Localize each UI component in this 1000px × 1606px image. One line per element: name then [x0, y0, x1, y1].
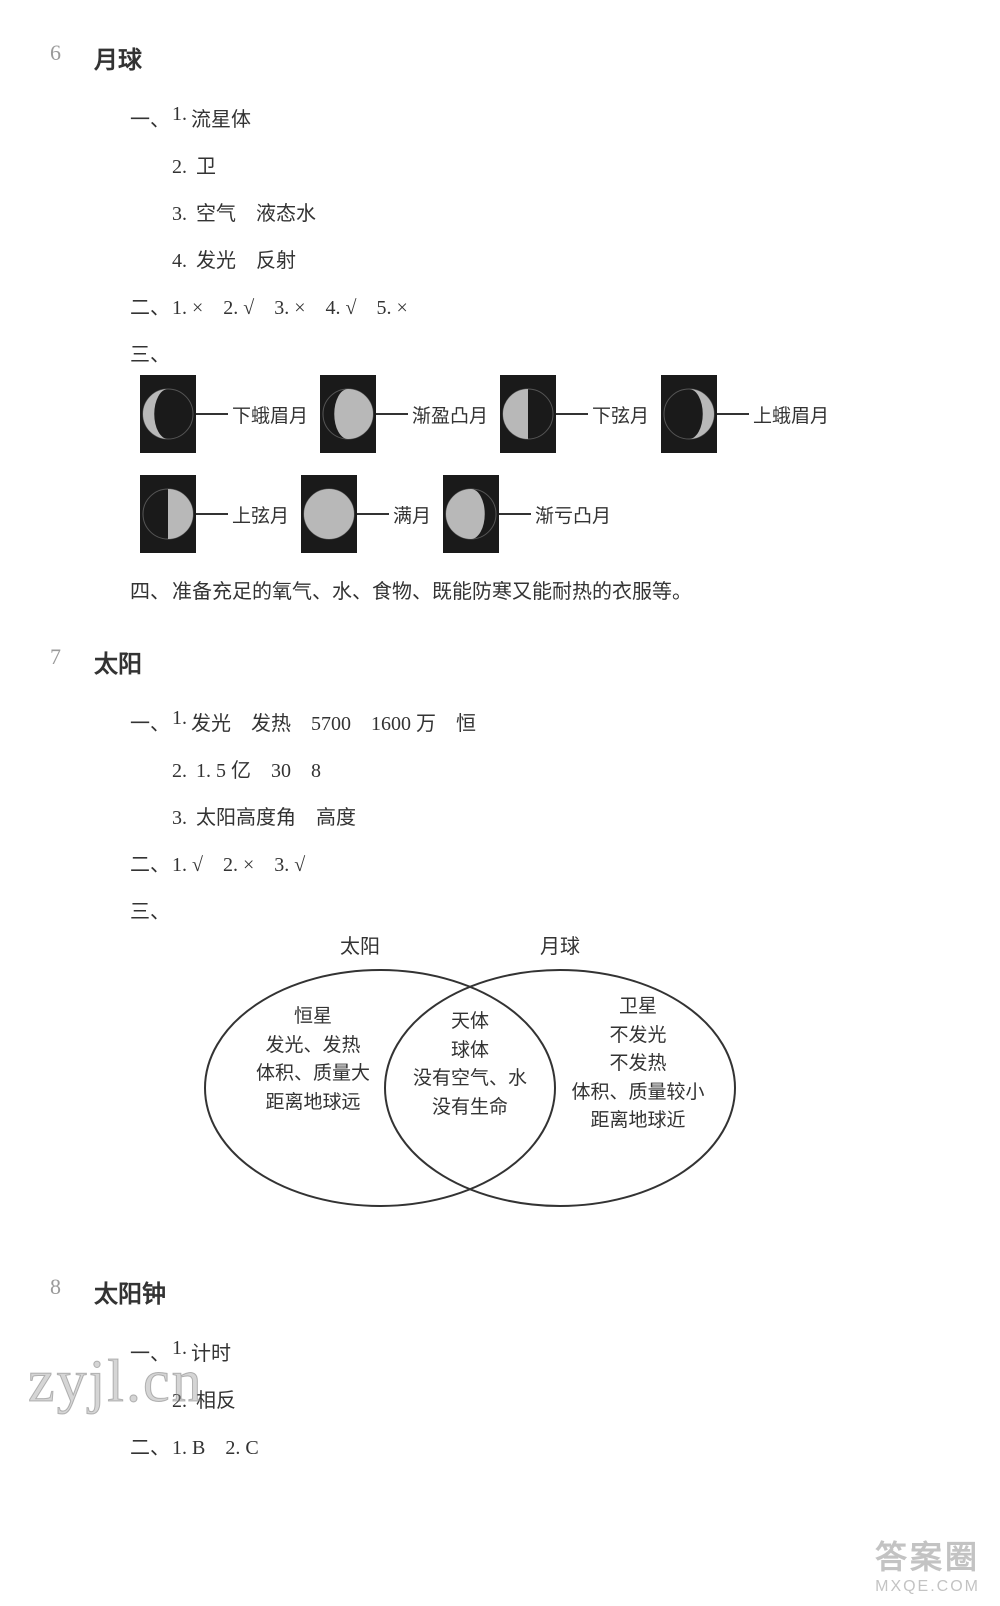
moon-label: 上蛾眉月: [753, 401, 829, 428]
section-title: 太阳钟: [94, 1274, 166, 1309]
moon-phase-icon: [320, 375, 376, 453]
connector-line: [196, 513, 228, 515]
q3-label: 三、: [130, 895, 950, 924]
sub-num: 3.: [172, 807, 187, 829]
moon-label: 渐亏凸月: [535, 501, 611, 528]
venn-right-title: 月球: [540, 930, 580, 959]
venn-diagram: 太阳 月球 恒星发光、发热体积、质量大距离地球远 天体球体没有空气、水没有生命 …: [190, 958, 750, 1238]
watermark-line2: MXQE.COM: [875, 1578, 980, 1596]
moon-phase-icon: [500, 375, 556, 453]
q1-line4: 4. 发光 反射: [172, 244, 950, 273]
answer-text: 1. B 2. C: [172, 1431, 259, 1460]
sub-num: 3.: [172, 203, 187, 225]
section-title: 月球: [94, 40, 142, 75]
answer-text: 1. √ 2. × 3. √: [172, 848, 305, 877]
answer-text: 发光 发热 5700 1600 万 恒: [191, 707, 476, 736]
watermark-bottom-right: 答案圈 MXQE.COM: [875, 1532, 980, 1596]
moon-label: 上弦月: [232, 501, 289, 528]
q4-line: 四、 准备充足的氧气、水、食物、既能防寒又能耐热的衣服等。: [130, 575, 950, 604]
venn-left-text: 恒星发光、发热体积、质量大距离地球远: [238, 1003, 388, 1117]
venn-left-title: 太阳: [340, 930, 380, 959]
moon-label: 渐盈凸月: [412, 401, 488, 428]
connector-line: [357, 513, 389, 515]
section-number: 6: [50, 40, 80, 66]
connector-line: [556, 413, 588, 415]
section-number: 7: [50, 644, 80, 670]
q1-line2: 2. 1. 5 亿 30 8: [172, 754, 950, 783]
q1-line3: 3. 太阳高度角 高度: [172, 801, 950, 830]
venn-center-text: 天体球体没有空气、水没有生命: [405, 1008, 535, 1122]
section-header: 6 月球: [50, 40, 950, 75]
q-label: 二、: [130, 848, 172, 877]
moon-item: 上弦月: [140, 475, 289, 553]
answer-text: 准备充足的氧气、水、食物、既能防寒又能耐热的衣服等。: [172, 575, 692, 604]
q1-line1: 一、 1. 流星体: [130, 103, 950, 132]
moon-row-2: 上弦月 满月 渐亏凸月: [140, 475, 950, 553]
answer-text: 空气 液态水: [196, 203, 316, 225]
moon-phase-icon: [140, 375, 196, 453]
q1-line1: 一、 1. 计时: [130, 1337, 950, 1366]
connector-line: [196, 413, 228, 415]
q-label: 四、: [130, 575, 172, 604]
q2-line: 二、 1. B 2. C: [130, 1431, 950, 1460]
moon-item: 上蛾眉月: [661, 375, 829, 453]
answer-text: 发光 反射: [196, 250, 296, 272]
q1-line2: 2. 卫: [172, 150, 950, 179]
q3-line: 三、: [130, 338, 950, 367]
section-header: 7 太阳: [50, 644, 950, 679]
watermark-line1: 答案圈: [875, 1532, 980, 1578]
connector-line: [717, 413, 749, 415]
q-label: 二、: [130, 1431, 172, 1460]
q2-line: 二、 1. √ 2. × 3. √: [130, 848, 950, 877]
connector-line: [499, 513, 531, 515]
section-7: 7 太阳 一、 1. 发光 发热 5700 1600 万 恒 2. 1. 5 亿…: [50, 644, 950, 1238]
sub-num: 1.: [172, 707, 187, 730]
answer-text: 流星体: [191, 103, 251, 132]
moon-label: 满月: [393, 501, 431, 528]
watermark-zyj: zyjl.cn: [28, 1347, 204, 1416]
answer-text: 1. × 2. √ 3. × 4. √ 5. ×: [172, 291, 408, 320]
sub-num: 2.: [172, 156, 187, 178]
moon-row-1: 下蛾眉月 渐盈凸月 下弦月 上蛾眉月: [140, 375, 950, 453]
q1-line2: 2. 相反: [172, 1384, 950, 1413]
answer-text: 卫: [196, 156, 216, 178]
moon-item: 渐盈凸月: [320, 375, 488, 453]
moon-phase-icon: [301, 475, 357, 553]
sub-num: 4.: [172, 250, 187, 272]
answer-text: 1. 5 亿 30 8: [196, 760, 321, 782]
sub-num: 2.: [172, 760, 187, 782]
section-6: 6 月球 一、 1. 流星体 2. 卫 3. 空气 液态水 4. 发光 反射 二…: [50, 40, 950, 604]
moon-item: 下弦月: [500, 375, 649, 453]
moon-label: 下弦月: [592, 401, 649, 428]
moon-item: 满月: [301, 475, 431, 553]
sub-num: 1.: [172, 103, 187, 126]
q-label: 二、: [130, 291, 172, 320]
moon-item: 渐亏凸月: [443, 475, 611, 553]
moon-item: 下蛾眉月: [140, 375, 308, 453]
q-label: 一、: [130, 707, 172, 736]
section-number: 8: [50, 1274, 80, 1300]
section-title: 太阳: [94, 644, 142, 679]
moon-phase-icon: [661, 375, 717, 453]
q-label: 一、: [130, 103, 172, 132]
q1-line1: 一、 1. 发光 发热 5700 1600 万 恒: [130, 707, 950, 736]
venn-right-text: 卫星不发光不发热体积、质量较小距离地球近: [558, 993, 718, 1136]
answer-text: 太阳高度角 高度: [196, 807, 356, 829]
q2-line: 二、 1. × 2. √ 3. × 4. √ 5. ×: [130, 291, 950, 320]
moon-label: 下蛾眉月: [232, 401, 308, 428]
section-header: 8 太阳钟: [50, 1274, 950, 1309]
connector-line: [376, 413, 408, 415]
q1-line3: 3. 空气 液态水: [172, 197, 950, 226]
moon-phase-icon: [140, 475, 196, 553]
q-label: 三、: [130, 338, 172, 367]
moon-phase-icon: [443, 475, 499, 553]
q-label: 三、: [130, 895, 172, 924]
